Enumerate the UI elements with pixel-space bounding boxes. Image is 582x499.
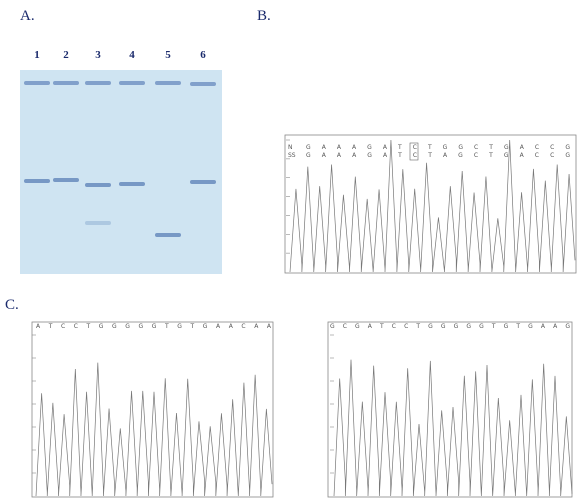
gel-band [119,81,145,85]
sequence: A T C C T G G G G G T G T G A A C A A [36,323,272,330]
sequence: G A A A G A T C T G G C T G A C C G [306,144,570,151]
gel-band [190,180,216,184]
chromatogram-frame [31,321,274,498]
chromatogram-frame [327,321,573,498]
lane-label: 3 [95,49,101,61]
sequence: G C G A T C C T G G G G G T G T G A A G [330,323,570,330]
chromatogram-frame [284,134,577,274]
trace [289,139,576,273]
gel [20,70,222,274]
trace [35,362,273,497]
trace [333,359,573,497]
gel-band [85,81,111,85]
sequence: G A A A G A T C T A G C T G A C C G [306,152,570,159]
gel-band [24,81,50,85]
row-name: N [288,144,293,151]
gel-band [155,233,181,237]
gel-band [85,183,111,187]
highlight [409,142,419,161]
lane-label: 5 [165,49,171,61]
panel-label: B. [257,8,271,24]
gel-band [190,82,216,86]
panel-label: C. [5,297,19,313]
row-name: SS [288,152,296,159]
gel-band [53,178,79,182]
gel-band [53,81,79,85]
lane-label: 4 [129,49,135,61]
gel-band [119,182,145,186]
gel-band [24,179,50,183]
panel-label: A. [20,8,35,24]
gel-band [85,221,111,225]
lane-label: 2 [63,49,69,61]
lane-label: 1 [34,49,40,61]
lane-label: 6 [200,49,206,61]
gel-band [155,81,181,85]
